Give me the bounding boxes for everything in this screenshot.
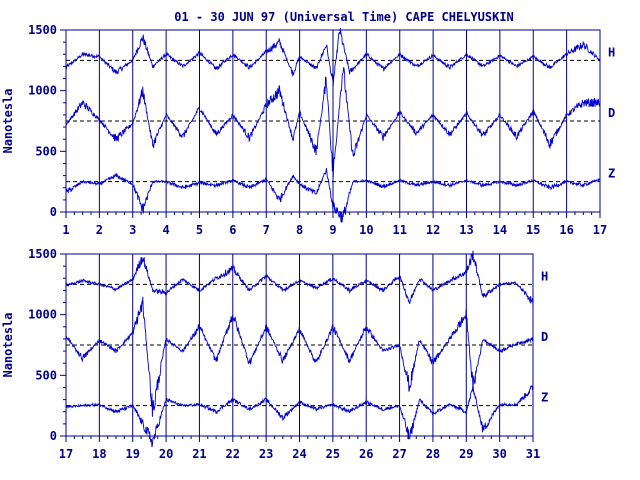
x-tick-label: 25 (326, 447, 340, 461)
chart-panel-2: 17 18 19 20 21 22 23 24 25 26 27 28 29 30 31 0 500 1000 15… (1, 247, 548, 461)
x-tick-label: 11 (393, 223, 407, 237)
x-tick-label: 31 (526, 447, 540, 461)
series-H-trace (65, 28, 601, 87)
x-tick-label: 3 (129, 223, 136, 237)
x-tick-label: 24 (292, 447, 306, 461)
x-tick-label: 10 (359, 223, 373, 237)
x-tick-label: 15 (526, 223, 540, 237)
x-tick-label: 30 (492, 447, 506, 461)
series-label-Z: Z (541, 391, 548, 405)
series-label-D: D (541, 330, 548, 344)
chart-title: 01 - 30 JUN 97 (Universal Time) CAPE CHE… (174, 10, 514, 24)
x-tick-label: 8 (296, 223, 303, 237)
x-tick-label: 18 (92, 447, 106, 461)
y-tick-label: 1500 (28, 23, 57, 37)
series-Z-trace (65, 168, 601, 223)
series-label-D: D (608, 106, 615, 120)
x-tick-label: 26 (359, 447, 373, 461)
y-tick-label: 500 (35, 368, 57, 382)
x-tick-label: 20 (159, 447, 173, 461)
x-tick-label: 21 (192, 447, 206, 461)
chart-panel-1: 1 2 3 4 5 6 7 8 9 10 11 12 13 14 15 16 17050010001500Nan… (1, 23, 615, 237)
y-tick-label: 500 (35, 144, 57, 158)
x-tick-label: 5 (196, 223, 203, 237)
x-tick-label: 29 (459, 447, 473, 461)
series-H-trace (65, 250, 534, 307)
series-label-Z: Z (608, 167, 615, 181)
x-tick-label: 2 (96, 223, 103, 237)
x-tick-label: 23 (259, 447, 273, 461)
series-D-trace (65, 67, 601, 178)
x-tick-label: 13 (459, 223, 473, 237)
x-tick-label: 6 (229, 223, 236, 237)
y-tick-label: 1500 (28, 247, 57, 261)
x-tick-label: 19 (125, 447, 139, 461)
x-tick-label: 17 (59, 447, 73, 461)
x-tick-label: 9 (329, 223, 336, 237)
y-tick-label: 0 (50, 429, 57, 443)
y-axis-label: Nanotesla (1, 88, 15, 153)
x-tick-label: 14 (493, 223, 507, 237)
x-tick-label: 28 (426, 447, 440, 461)
x-tick-label: 22 (226, 447, 240, 461)
x-tick-label: 4 (163, 223, 170, 237)
y-tick-label: 0 (50, 205, 57, 219)
x-tick-label: 17 (593, 223, 607, 237)
series-label-H: H (541, 269, 548, 283)
x-tick-label: 16 (559, 223, 573, 237)
y-tick-label: 1000 (28, 308, 57, 322)
x-tick-label: 27 (392, 447, 406, 461)
x-tick-label: 12 (426, 223, 440, 237)
y-tick-label: 1000 (28, 84, 57, 98)
y-axis-label: Nanotesla (1, 312, 15, 377)
x-tick-label: 7 (263, 223, 270, 237)
series-D-trace (65, 296, 534, 417)
series-Z-trace (65, 385, 534, 448)
x-tick-label: 1 (62, 223, 69, 237)
series-label-H: H (608, 45, 615, 59)
